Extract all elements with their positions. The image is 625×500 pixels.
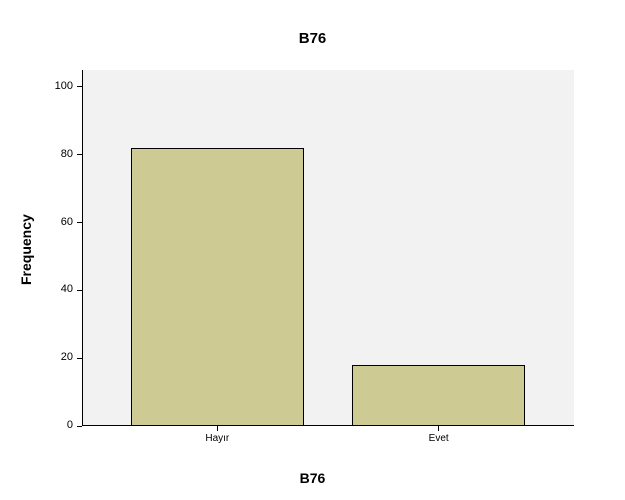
y-tick-mark	[77, 358, 82, 359]
y-tick-label: 60	[43, 216, 73, 228]
x-tick-mark	[217, 426, 218, 431]
chart-canvas: B76 Frequency B76 020406080100HayırEvet	[0, 0, 625, 500]
y-tick-mark	[77, 86, 82, 87]
y-tick-label: 20	[43, 351, 73, 363]
x-tick-label: Evet	[379, 433, 499, 444]
plot-area: 020406080100HayırEvet	[82, 70, 574, 426]
x-tick-label: Hayır	[157, 433, 277, 444]
y-tick-label: 40	[43, 283, 73, 295]
y-axis-label: Frequency	[18, 0, 34, 500]
bar	[131, 148, 304, 426]
y-tick-mark	[77, 426, 82, 427]
y-tick-mark	[77, 222, 82, 223]
y-tick-label: 100	[43, 80, 73, 92]
y-tick-mark	[77, 290, 82, 291]
y-axis-line	[82, 70, 83, 426]
bar	[352, 365, 525, 426]
y-tick-mark	[77, 154, 82, 155]
chart-title: B76	[0, 30, 625, 47]
x-tick-mark	[438, 426, 439, 431]
y-tick-label: 0	[43, 419, 73, 431]
y-tick-label: 80	[43, 148, 73, 160]
x-axis-label: B76	[0, 470, 625, 486]
